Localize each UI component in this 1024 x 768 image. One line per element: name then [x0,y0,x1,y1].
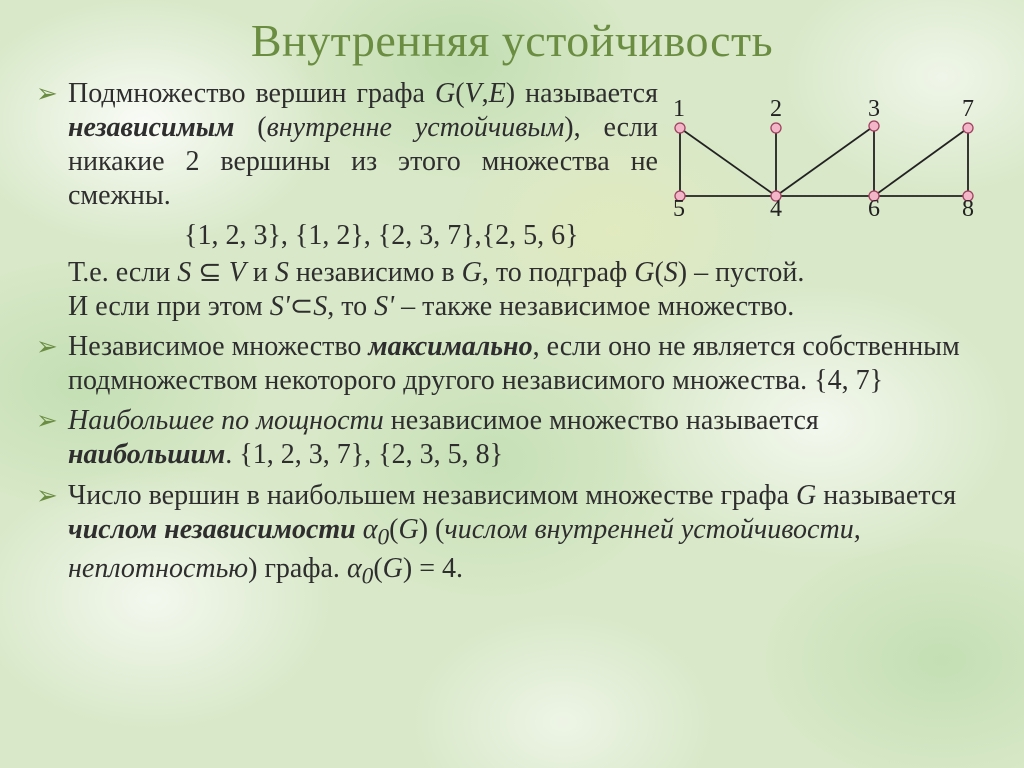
bullet-2-text: Независимое множество максимально, если … [68,330,990,398]
graph-diagram: 1 2 3 7 5 4 6 8 [658,98,988,218]
svg-text:6: 6 [868,196,880,218]
bullet-3-text: Наибольшее по мощности независимое множе… [68,404,990,472]
bullet-4: ➢ Число вершин в наибольшем независимом … [34,479,990,591]
paragraph-2: Т.е. если S ⊆ V и S независимо в G, то п… [68,256,990,324]
bullet-2: ➢ Независимое множество максимально, есл… [34,330,990,398]
bullet-1-text: Подмножество вершин графа G(V,E) называе… [68,77,658,214]
example-sets: {1, 2, 3}, {1, 2}, {2, 3, 7},{2, 5, 6} [184,220,990,252]
bullet-icon: ➢ [34,77,68,109]
bullet-3: ➢ Наибольшее по мощности независимое мно… [34,404,990,472]
bullet-4-text: Число вершин в наибольшем независимом мн… [68,479,990,591]
svg-text:3: 3 [868,98,880,122]
svg-text:1: 1 [673,98,685,122]
bullet-icon: ➢ [34,479,68,511]
svg-text:2: 2 [770,98,782,122]
slide-title: Внутренняя устойчивость [34,14,990,67]
bullet-icon: ➢ [34,330,68,362]
svg-text:8: 8 [962,196,974,218]
svg-text:4: 4 [770,196,782,218]
svg-text:7: 7 [962,98,974,122]
svg-text:5: 5 [673,196,685,218]
bullet-icon: ➢ [34,404,68,436]
